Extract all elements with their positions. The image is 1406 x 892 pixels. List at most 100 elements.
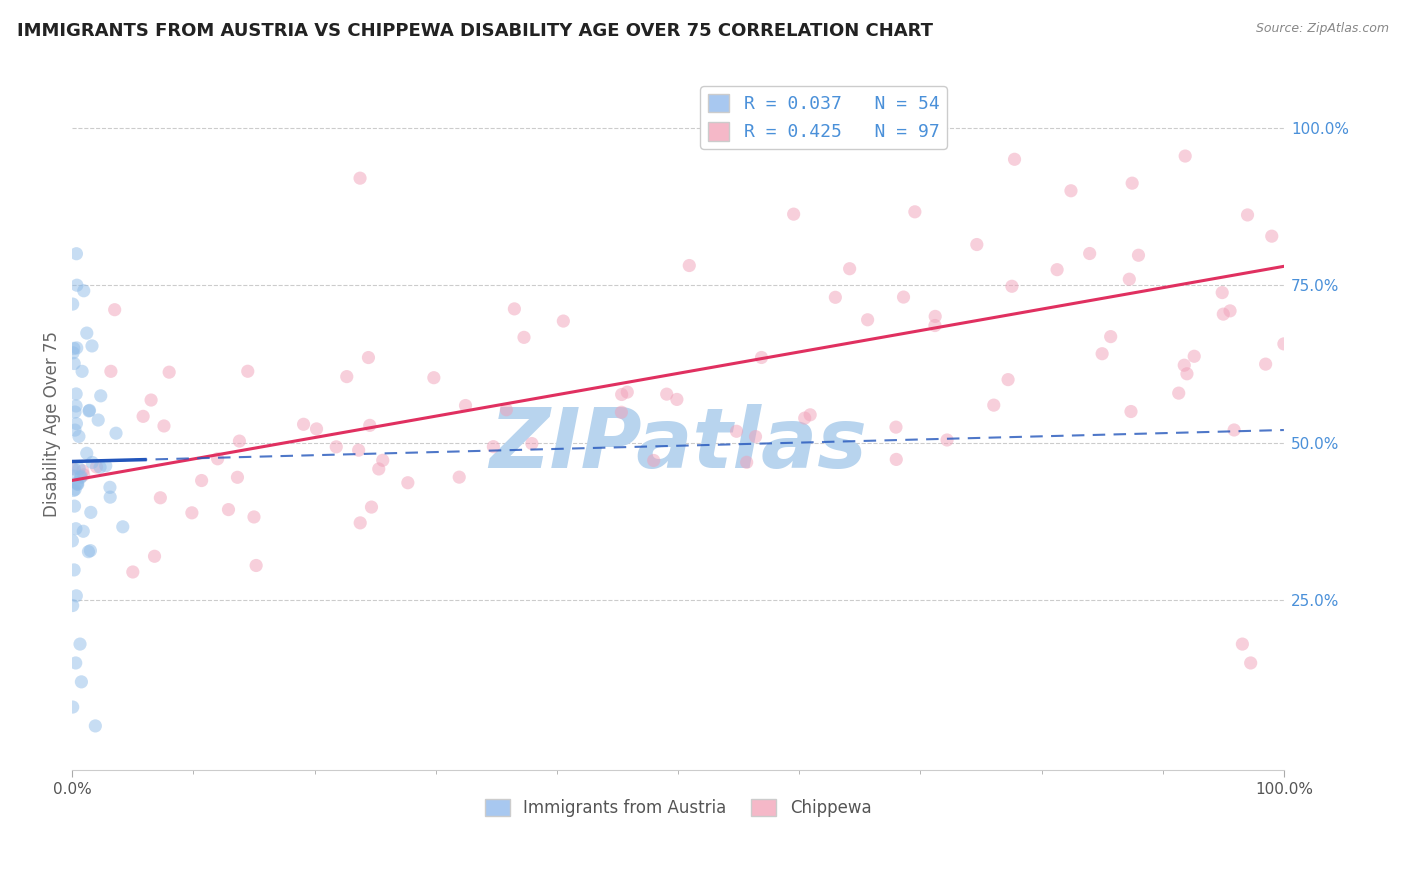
- Point: [87, 413, 110, 427]
- Point: [90, 389, 112, 403]
- Y-axis label: Disability Age Over 75: Disability Age Over 75: [44, 331, 60, 516]
- Point: [924, 310, 946, 324]
- Point: [357, 351, 380, 365]
- Point: [349, 171, 371, 186]
- Point: [305, 422, 328, 436]
- Point: [553, 314, 575, 328]
- Point: [884, 420, 907, 434]
- Point: [1119, 404, 1142, 418]
- Point: [1118, 272, 1140, 286]
- Point: [1182, 349, 1205, 363]
- Point: [153, 419, 176, 434]
- Point: [824, 290, 846, 304]
- Point: [65, 246, 87, 260]
- Point: [1212, 307, 1234, 321]
- Point: [495, 402, 517, 417]
- Point: [966, 237, 988, 252]
- Point: [98, 490, 121, 504]
- Point: [62, 700, 84, 714]
- Point: [98, 480, 121, 494]
- Point: [67, 429, 90, 443]
- Point: [1046, 262, 1069, 277]
- Point: [65, 522, 87, 536]
- Point: [1167, 386, 1189, 401]
- Point: [121, 565, 143, 579]
- Point: [725, 424, 748, 438]
- Point: [226, 470, 249, 484]
- Point: [70, 364, 93, 378]
- Point: [65, 656, 87, 670]
- Point: [132, 409, 155, 424]
- Point: [1128, 248, 1150, 262]
- Point: [520, 436, 543, 450]
- Point: [1001, 279, 1024, 293]
- Point: [482, 440, 505, 454]
- Point: [63, 563, 86, 577]
- Point: [744, 429, 766, 443]
- Point: [72, 524, 94, 539]
- Point: [782, 207, 804, 221]
- Point: [66, 278, 89, 293]
- Point: [80, 505, 103, 519]
- Point: [349, 516, 371, 530]
- Point: [104, 302, 127, 317]
- Point: [371, 453, 394, 467]
- Point: [367, 462, 389, 476]
- Point: [1254, 357, 1277, 371]
- Point: [63, 357, 86, 371]
- Point: [423, 370, 446, 384]
- Point: [79, 543, 101, 558]
- Point: [111, 520, 134, 534]
- Point: [856, 312, 879, 326]
- Point: [65, 417, 87, 431]
- Point: [72, 464, 94, 478]
- Point: [610, 387, 633, 401]
- Point: [66, 475, 89, 490]
- Point: [149, 491, 172, 505]
- Point: [799, 408, 821, 422]
- Point: [73, 284, 96, 298]
- Point: [62, 297, 84, 311]
- Point: [1173, 358, 1195, 372]
- Point: [63, 423, 86, 437]
- Point: [84, 719, 107, 733]
- Legend: Immigrants from Austria, Chippewa: Immigrants from Austria, Chippewa: [478, 792, 877, 824]
- Point: [1174, 149, 1197, 163]
- Point: [1240, 656, 1263, 670]
- Point: [1272, 337, 1295, 351]
- Text: Source: ZipAtlas.com: Source: ZipAtlas.com: [1256, 22, 1389, 36]
- Point: [180, 506, 202, 520]
- Point: [72, 467, 94, 482]
- Point: [80, 339, 103, 353]
- Point: [218, 502, 240, 516]
- Point: [1232, 637, 1254, 651]
- Point: [69, 637, 91, 651]
- Point: [678, 259, 700, 273]
- Point: [884, 452, 907, 467]
- Point: [793, 411, 815, 425]
- Point: [336, 369, 359, 384]
- Point: [292, 417, 315, 432]
- Point: [69, 470, 91, 484]
- Point: [60, 533, 83, 548]
- Point: [62, 346, 84, 360]
- Point: [513, 330, 536, 344]
- Point: [243, 510, 266, 524]
- Point: [228, 434, 250, 448]
- Point: [1219, 304, 1241, 318]
- Point: [67, 461, 90, 475]
- Point: [66, 341, 89, 355]
- Point: [751, 351, 773, 365]
- Point: [359, 418, 381, 433]
- Text: ZIPatlas: ZIPatlas: [489, 404, 868, 485]
- Point: [503, 301, 526, 316]
- Point: [1091, 347, 1114, 361]
- Point: [63, 483, 86, 497]
- Point: [997, 373, 1019, 387]
- Point: [1004, 153, 1026, 167]
- Point: [983, 398, 1005, 412]
- Point: [838, 261, 860, 276]
- Point: [82, 455, 104, 469]
- Point: [1175, 367, 1198, 381]
- Point: [143, 549, 166, 564]
